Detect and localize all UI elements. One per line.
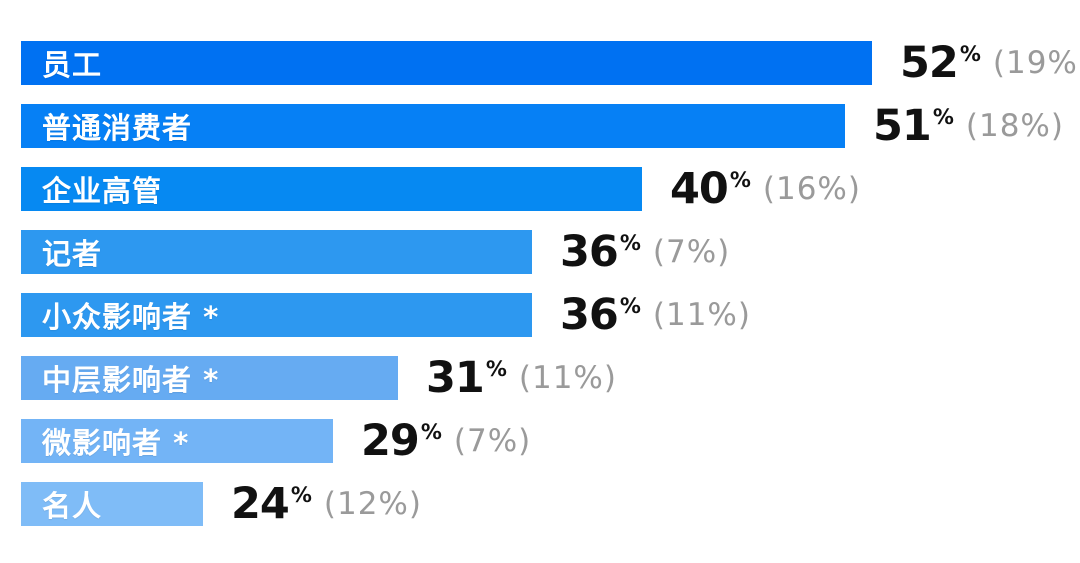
bar-value-group: 24 % (12%) [231, 478, 422, 529]
bar-value-group: 29 % (7%) [361, 415, 532, 466]
bar-secondary-value: (11%) [652, 296, 751, 333]
percent-sign: % [932, 104, 954, 129]
bar-label: 名人 [42, 489, 103, 523]
bar: 记者 [21, 230, 532, 274]
bar-value: 31 [426, 352, 485, 403]
bar-value-group: 36 % (11%) [560, 289, 751, 340]
bar-row: 记者 36 % (7%) [21, 230, 1080, 274]
bar: 小众影响者 * [21, 293, 532, 337]
bar-row: 普通消费者 51 % (18%) [21, 104, 1080, 148]
bar: 微影响者 * [21, 419, 333, 463]
percent-sign: % [290, 482, 312, 507]
percent-sign: % [619, 293, 641, 318]
bar-value: 40 [670, 163, 729, 214]
percent-sign: % [729, 167, 751, 192]
bar-value: 29 [361, 415, 420, 466]
bar-label: 记者 [42, 237, 103, 271]
bar-value-group: 31 % (11%) [426, 352, 617, 403]
percent-sign: % [485, 356, 507, 381]
bar-label: 小众影响者 * [42, 300, 220, 334]
bar-row: 微影响者 * 29 % (7%) [21, 419, 1080, 463]
bar-row: 名人 24 % (12%) [21, 482, 1080, 526]
bar-row: 员工 52 % (19%) [21, 41, 1080, 85]
percent-sign: % [420, 419, 442, 444]
bar-label: 员工 [42, 48, 103, 82]
bar-secondary-value: (12%) [323, 485, 422, 522]
bar: 员工 [21, 41, 872, 85]
bar-value: 36 [560, 289, 619, 340]
percent-sign: % [959, 41, 981, 66]
bar-label: 中层影响者 * [42, 363, 220, 397]
bar-value-group: 51 % (18%) [873, 100, 1064, 151]
bar-row: 小众影响者 * 36 % (11%) [21, 293, 1080, 337]
bar-value-group: 40 % (16%) [670, 163, 861, 214]
bar-value: 24 [231, 478, 290, 529]
bar-value-group: 36 % (7%) [560, 226, 731, 277]
bar-value: 52 [900, 37, 959, 88]
chart-area: 员工 52 % (19%) 普通消费者 51 % (18%) 企业高管 [21, 41, 1080, 545]
bar-row: 企业高管 40 % (16%) [21, 167, 1080, 211]
bar-label: 普通消费者 [42, 111, 193, 145]
bar: 名人 [21, 482, 203, 526]
bar: 企业高管 [21, 167, 642, 211]
bar-secondary-value: (7%) [453, 422, 532, 459]
bar: 普通消费者 [21, 104, 845, 148]
bar-label: 微影响者 * [42, 426, 190, 460]
bar-row: 中层影响者 * 31 % (11%) [21, 356, 1080, 400]
bar-value: 51 [873, 100, 932, 151]
bar-secondary-value: (11%) [518, 359, 617, 396]
bar-value-group: 52 % (19%) [900, 37, 1080, 88]
bar-secondary-value: (19%) [992, 44, 1080, 81]
percent-sign: % [619, 230, 641, 255]
bar-secondary-value: (16%) [762, 170, 861, 207]
bar: 中层影响者 * [21, 356, 398, 400]
bar-secondary-value: (7%) [652, 233, 731, 270]
bar-value: 36 [560, 226, 619, 277]
bar-secondary-value: (18%) [965, 107, 1064, 144]
bar-label: 企业高管 [42, 174, 163, 208]
